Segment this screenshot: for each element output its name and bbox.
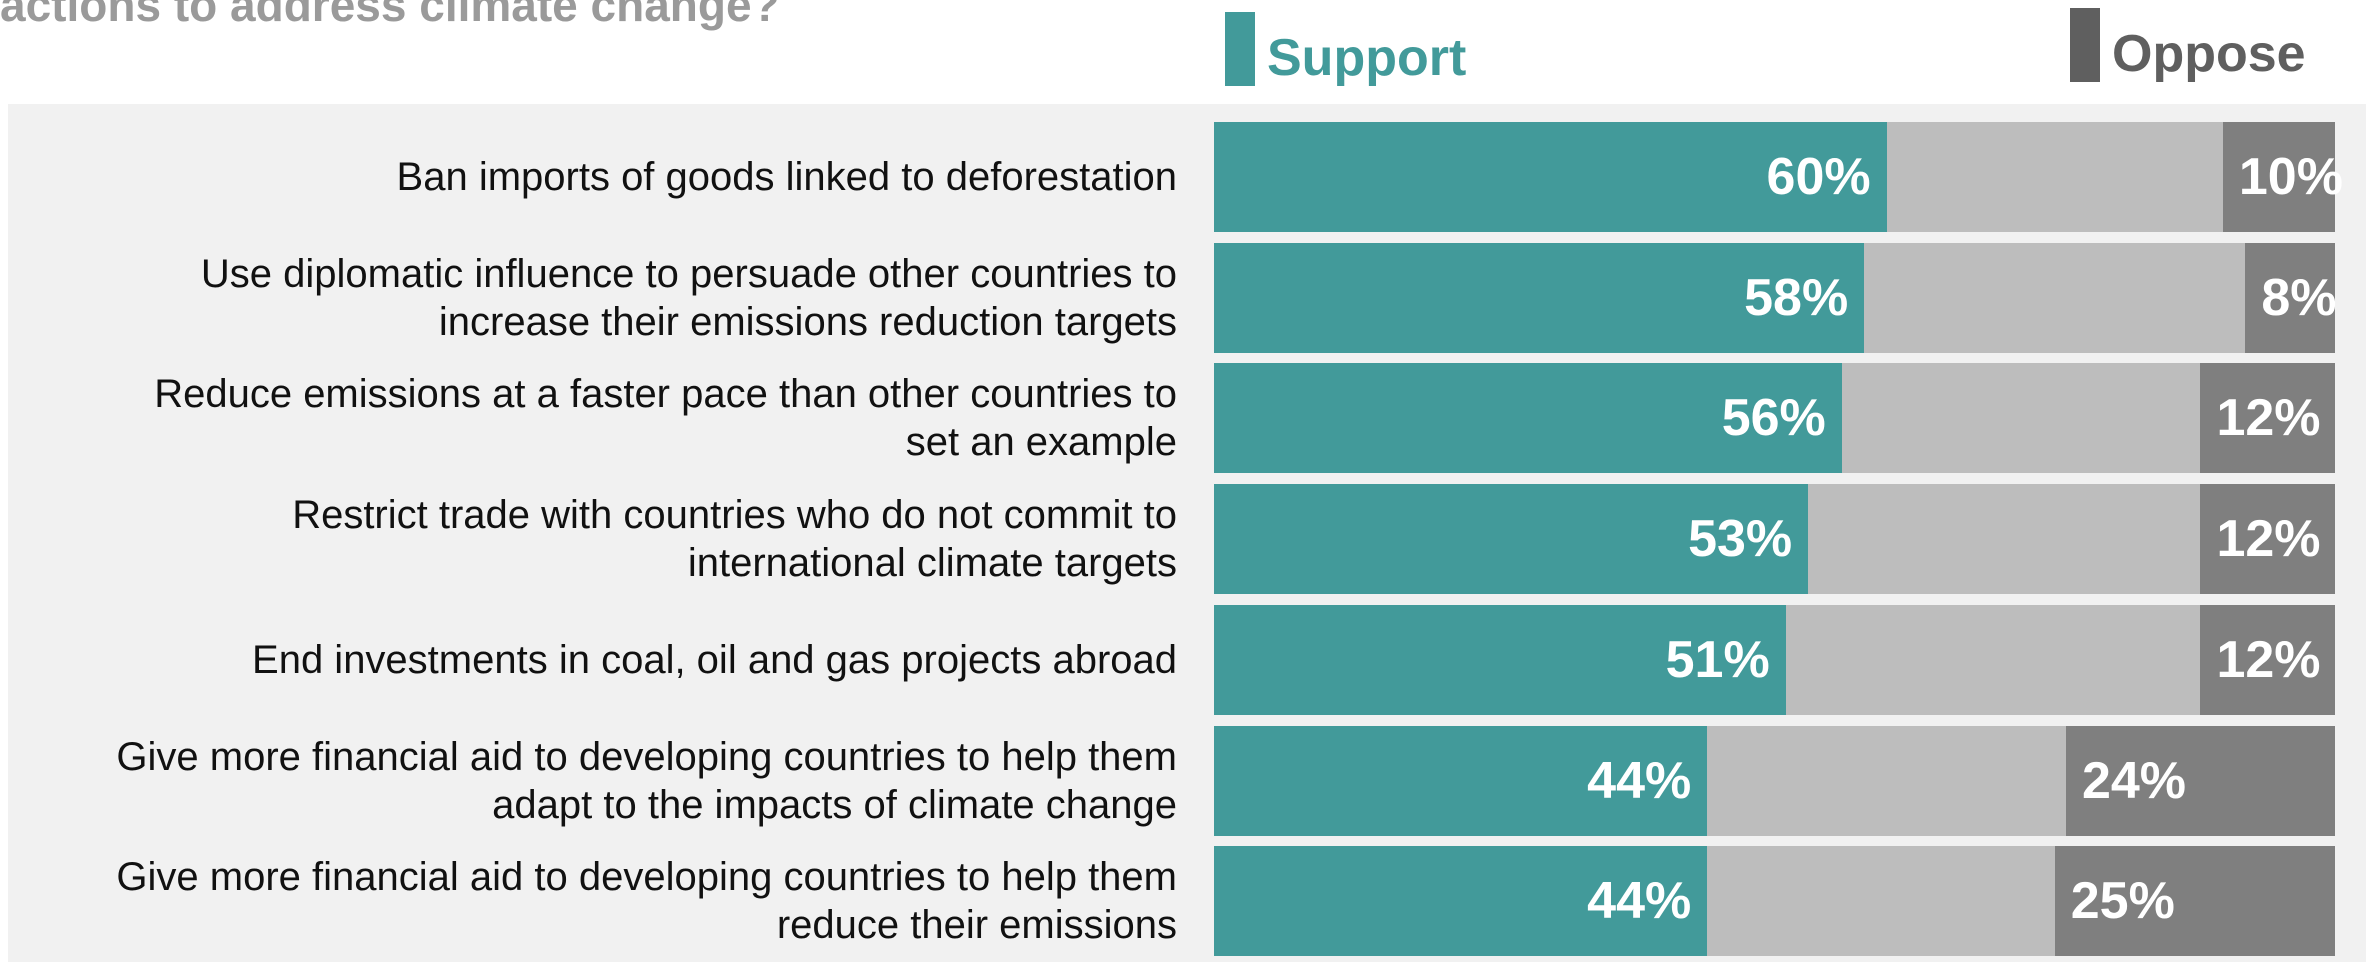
row-label-line: Give more financial aid to developing co… [116, 855, 1177, 900]
row-label: Give more financial aid to developing co… [20, 726, 1177, 836]
bar-oppose-value-label: 10% [2238, 151, 2343, 203]
bar-oppose-value-label: 12% [2216, 633, 2321, 686]
bar-support-value-label: 56% [1721, 389, 1826, 448]
bar-support-value-label: 60% [1766, 148, 1871, 206]
row-label: Use diplomatic influence to persuade oth… [20, 243, 1177, 353]
bar-neutral [1864, 242, 2246, 353]
bar-oppose-value-label: 12% [2216, 392, 2321, 445]
bar-oppose-value-label: 25% [2070, 875, 2175, 928]
bar-support-value-label: 44% [1587, 872, 1692, 931]
bar-support [1214, 242, 1865, 353]
row-label: Restrict trade with countries who do not… [20, 484, 1177, 594]
row-label: Give more financial aid to developing co… [20, 846, 1177, 956]
bar-neutral [1785, 604, 2201, 715]
bar-support-value-label: 51% [1665, 630, 1770, 689]
bar-neutral [1808, 484, 2201, 595]
bar-oppose [2054, 846, 2335, 957]
row-label-line: set an example [905, 420, 1177, 465]
bar-neutral [1707, 725, 2066, 836]
bar-support-value-label: 58% [1744, 268, 1849, 327]
legend-support-label: Support [1267, 29, 1467, 87]
legend-oppose-swatch [2070, 8, 2100, 82]
bar-neutral [1707, 846, 2055, 957]
row-label: Ban imports of goods linked to deforesta… [20, 122, 1177, 232]
bar-oppose-value-label: 8% [2261, 271, 2337, 324]
row-label-line: Use diplomatic influence to persuade oth… [200, 251, 1177, 296]
legend-oppose: Oppose [2070, 8, 2306, 82]
bar-support [1214, 725, 1708, 836]
bar-oppose [2245, 242, 2335, 353]
row-label-line: Give more financial aid to developing co… [116, 734, 1177, 779]
bar-oppose [2200, 484, 2335, 595]
row-label-line: adapt to the impacts of climate change [492, 782, 1177, 827]
row-label-line: Ban imports of goods linked to deforesta… [396, 155, 1177, 199]
bar-support [1214, 363, 1842, 474]
row-label-line: international climate targets [687, 541, 1177, 586]
bar-support [1214, 604, 1786, 715]
legend-oppose-label: Oppose [2112, 25, 2306, 83]
bar-oppose [2065, 725, 2335, 836]
row-label: Reduce emissions at a faster pace than o… [20, 363, 1177, 473]
bar-oppose-value-label: 12% [2216, 513, 2321, 566]
row-label-line: End investments in coal, oil and gas pro… [252, 637, 1177, 682]
row-label: End investments in coal, oil and gas pro… [20, 605, 1177, 715]
bar-support [1214, 846, 1708, 957]
legend-support: Support [1225, 12, 1466, 86]
bar-support [1214, 484, 1809, 595]
row-label-line: Reduce emissions at a faster pace than o… [154, 372, 1177, 417]
bar-oppose [2200, 363, 2335, 474]
bar-neutral [1886, 122, 2223, 232]
chart-title: actions to address climate change? [0, 0, 780, 31]
row-label-line: increase their emissions reduction targe… [438, 299, 1177, 344]
bar-support [1214, 122, 1887, 232]
bar-support-value-label: 44% [1587, 751, 1692, 810]
bar-oppose [2222, 122, 2335, 232]
legend-support-swatch [1225, 12, 1255, 86]
row-label-line: reduce their emissions [776, 903, 1177, 948]
bar-oppose-value-label: 24% [2081, 754, 2187, 807]
bar-support-value-label: 53% [1688, 510, 1793, 569]
bar-neutral [1841, 363, 2201, 474]
row-label-line: Restrict trade with countries who do not… [292, 493, 1177, 538]
bar-oppose [2200, 604, 2335, 715]
